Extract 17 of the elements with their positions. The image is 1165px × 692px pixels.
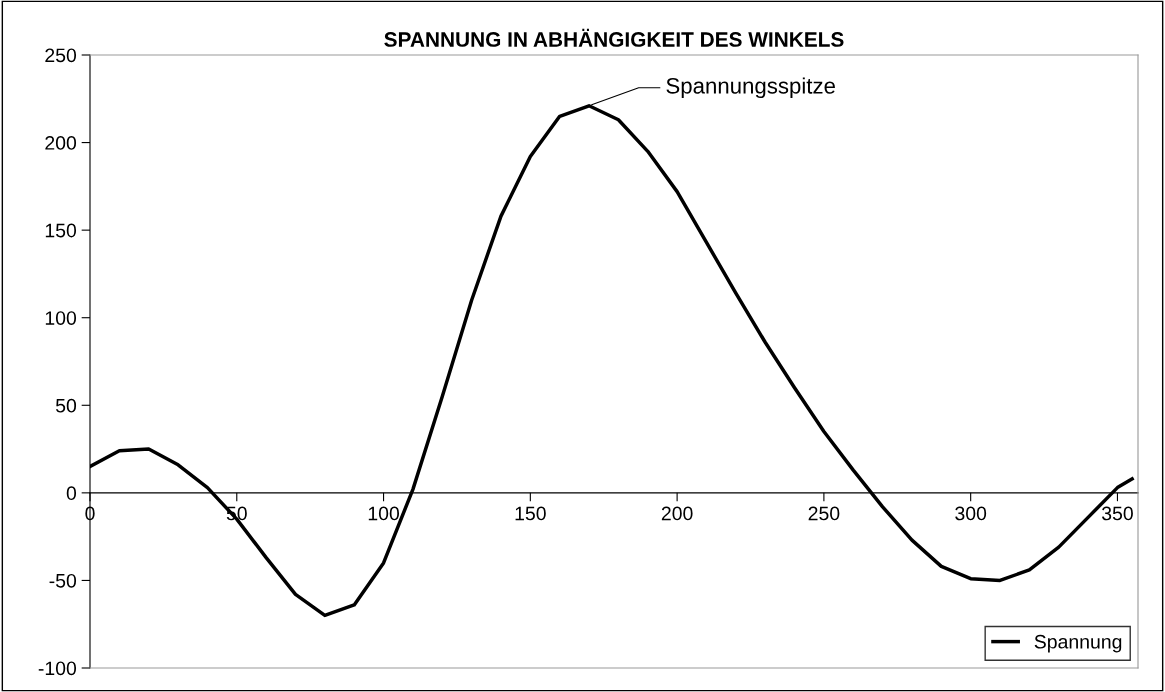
x-tick-label: 200 — [661, 506, 693, 521]
y-tick-label: -50 — [49, 573, 77, 588]
x-tick-label: 150 — [515, 506, 546, 521]
y-tick-label: 200 — [45, 136, 77, 150]
chart-title: SPANNUNG IN ABHÄNGIGKEIT DES WINKELS — [384, 28, 844, 47]
legend-label: Spannung — [1034, 634, 1122, 653]
y-tick-label: 50 — [55, 398, 77, 413]
annotation: Spannungsspitze — [666, 77, 835, 99]
x-tick-label: 100 — [368, 506, 400, 521]
x-tick-label: 250 — [808, 506, 840, 521]
y-tick-label: 250 — [45, 48, 77, 63]
x-tick-label: 300 — [955, 506, 987, 521]
y-tick-label: 150 — [45, 223, 77, 238]
y-tick-label: 100 — [45, 311, 77, 325]
x-tick-label: 350 — [1101, 506, 1133, 521]
y-tick-label: 0 — [66, 486, 77, 501]
y-tick-label: -100 — [38, 661, 77, 676]
